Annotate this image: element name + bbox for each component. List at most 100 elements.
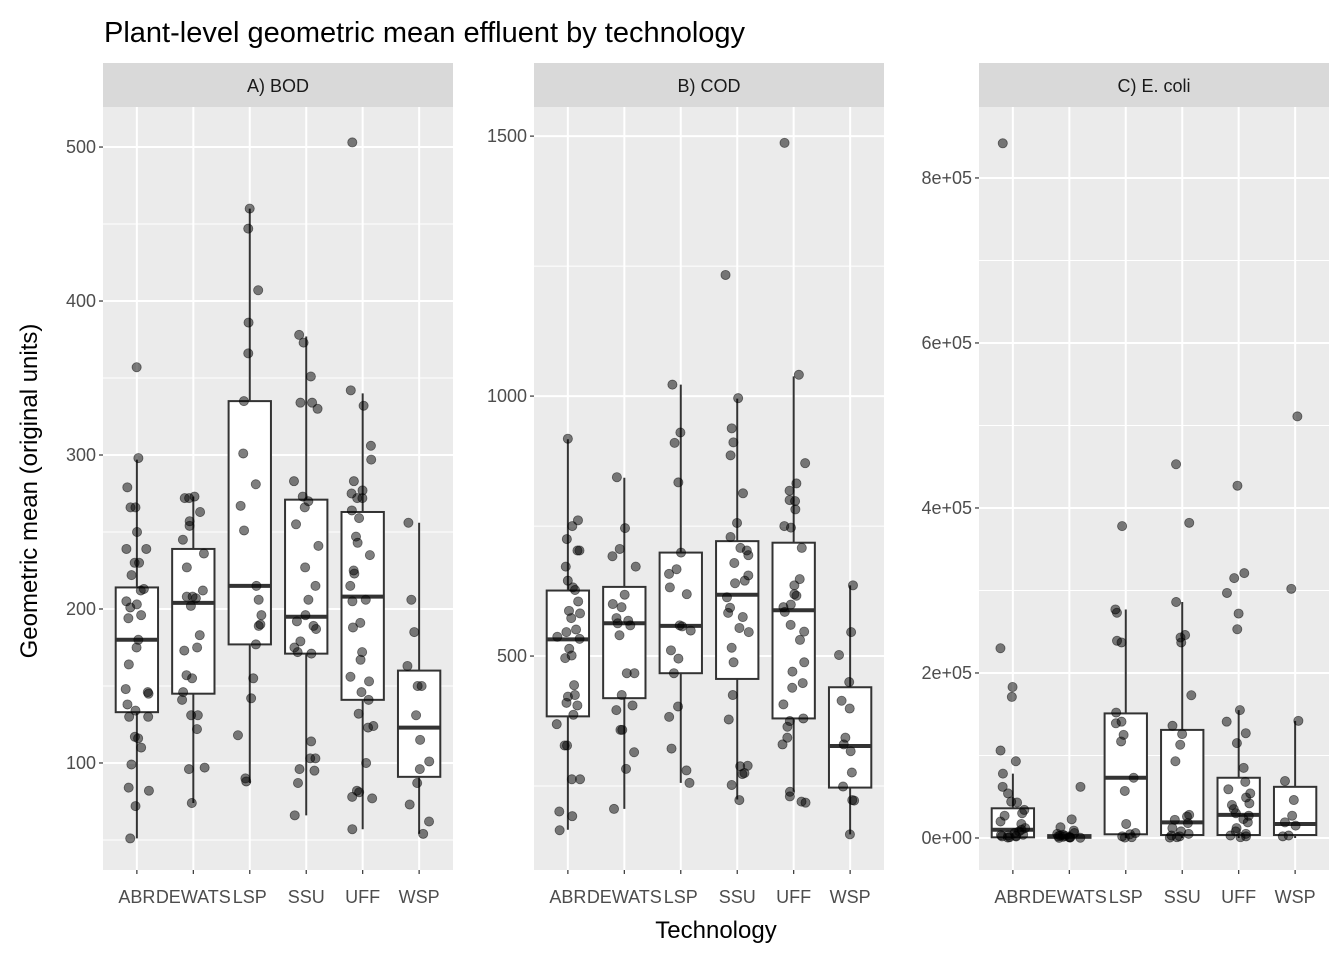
- data-point: [191, 724, 202, 735]
- data-point: [123, 613, 134, 624]
- data-point: [562, 433, 573, 444]
- data-point: [743, 550, 754, 561]
- y-tick-label: 1000: [487, 386, 527, 406]
- y-tick-label: 1500: [487, 126, 527, 146]
- data-point: [614, 630, 625, 641]
- data-point: [551, 719, 562, 730]
- data-point: [347, 824, 358, 835]
- data-point: [345, 671, 356, 682]
- data-point: [800, 458, 811, 469]
- data-point: [347, 622, 358, 633]
- data-point: [782, 732, 793, 743]
- chart-title: Plant-level geometric mean effluent by t…: [104, 17, 746, 49]
- data-point: [1225, 830, 1236, 841]
- facet-panel-1: A) BOD 100 200 300 400 500 ABR DEWATS LSP SSU UFF W…: [66, 63, 453, 907]
- data-point: [681, 765, 692, 776]
- data-point: [256, 610, 267, 621]
- data-point: [130, 705, 141, 716]
- data-point: [561, 534, 572, 545]
- data-point: [241, 776, 252, 787]
- data-point: [681, 589, 692, 600]
- data-point: [358, 400, 369, 411]
- data-point: [295, 636, 306, 647]
- data-point: [131, 642, 142, 653]
- data-point: [1002, 832, 1013, 843]
- data-point: [177, 694, 188, 705]
- data-point: [1066, 814, 1077, 825]
- data-point: [567, 811, 578, 822]
- data-point: [364, 550, 375, 561]
- data-point: [354, 787, 365, 798]
- facet-panel-2: B) COD 500 1000 1500 ABR DEWATS LSP SSU UFF WSP: [487, 63, 884, 907]
- data-point: [572, 545, 583, 556]
- data-point: [238, 396, 249, 407]
- data-point: [607, 599, 618, 610]
- y-tick-label: 6e+05: [921, 333, 972, 353]
- data-point: [253, 620, 264, 631]
- data-point: [1006, 691, 1017, 702]
- data-point: [298, 337, 309, 348]
- data-point: [250, 479, 261, 490]
- data-point: [310, 580, 321, 591]
- data-point: [1167, 720, 1178, 731]
- x-axis-title: Technology: [655, 917, 776, 944]
- data-point: [796, 542, 807, 553]
- data-point: [347, 791, 358, 802]
- data-point: [845, 746, 856, 757]
- data-point: [354, 513, 365, 524]
- data-point: [847, 580, 858, 591]
- boxplot-uff: [340, 393, 385, 830]
- data-point: [360, 594, 371, 605]
- data-point: [124, 711, 135, 722]
- data-point: [243, 348, 254, 359]
- facet-strip: [103, 63, 453, 107]
- data-point: [849, 795, 860, 806]
- data-point: [1171, 597, 1182, 608]
- y-tick-label: 2e+05: [921, 663, 972, 683]
- data-point: [353, 708, 364, 719]
- data-point: [1012, 797, 1023, 808]
- data-point: [664, 582, 675, 593]
- x-tick-label: SSU: [719, 887, 756, 907]
- data-point: [621, 763, 632, 774]
- facet-panel-3: C) E. coli 0e+00 2e+05 4e+05 6e+05 8e+05 ABR DE…: [921, 63, 1329, 907]
- data-point: [197, 585, 208, 596]
- data-point: [1229, 573, 1240, 584]
- data-point: [1075, 781, 1086, 792]
- y-tick-label: 500: [497, 646, 527, 666]
- data-point: [562, 740, 573, 751]
- data-point: [726, 423, 737, 434]
- data-point: [238, 448, 249, 459]
- data-point: [1121, 818, 1132, 829]
- data-point: [366, 454, 377, 465]
- data-point: [575, 774, 586, 785]
- data-point: [552, 631, 563, 642]
- data-point: [846, 627, 857, 638]
- data-point: [995, 745, 1006, 756]
- data-point: [120, 684, 131, 695]
- data-point: [192, 710, 203, 721]
- data-point: [836, 695, 847, 706]
- data-point: [834, 650, 845, 661]
- data-point: [614, 543, 625, 554]
- data-point: [1010, 756, 1021, 767]
- data-point: [1238, 762, 1249, 773]
- data-point: [1110, 718, 1121, 729]
- data-point: [1182, 818, 1193, 829]
- data-point: [300, 610, 311, 621]
- data-point: [121, 543, 132, 554]
- data-point: [616, 690, 627, 701]
- box-iqr: [227, 400, 272, 646]
- data-point: [184, 520, 195, 531]
- data-point: [352, 537, 363, 548]
- data-point: [729, 557, 740, 568]
- data-point: [406, 594, 417, 605]
- data-point: [294, 764, 305, 775]
- data-point: [846, 767, 857, 778]
- data-point: [123, 782, 134, 793]
- data-point: [409, 627, 420, 638]
- x-tick-label: WSP: [399, 887, 440, 907]
- data-point: [1065, 832, 1076, 843]
- data-point: [779, 137, 790, 148]
- data-point: [1116, 637, 1127, 648]
